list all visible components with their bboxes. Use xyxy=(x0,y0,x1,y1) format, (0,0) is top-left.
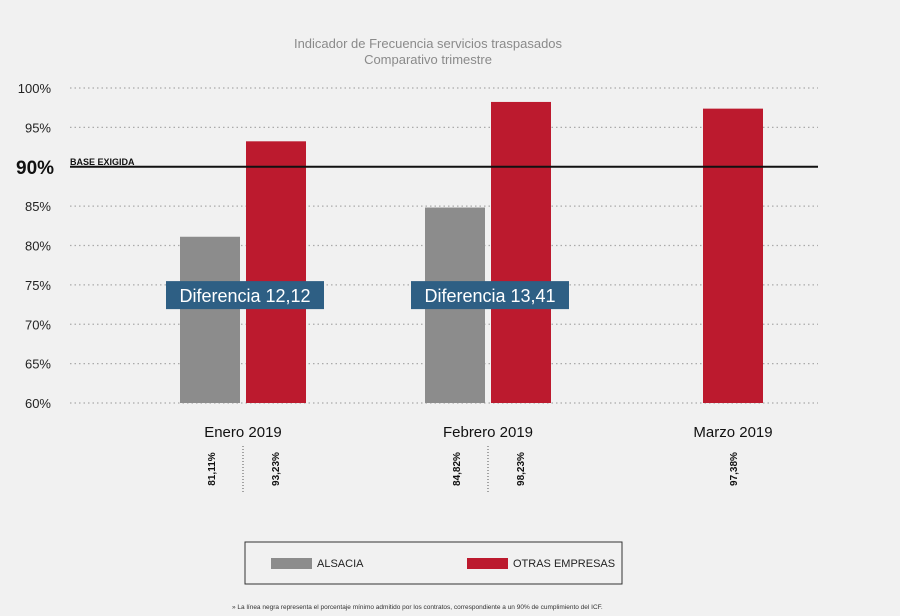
value-label: 81,11% xyxy=(207,452,218,485)
annotation-box xyxy=(166,281,324,310)
value-label: 98,23% xyxy=(516,452,527,486)
y-tick-label: 80% xyxy=(25,239,51,254)
base-line-value: 90% xyxy=(16,158,54,179)
legend-label-otras: OTRAS EMPRESAS xyxy=(513,558,615,570)
value-label: 93,23% xyxy=(271,452,282,486)
value-labels: 81,11% 84,82% 93,23% 98,23% 97,38% xyxy=(207,446,740,494)
y-tick-label: 60% xyxy=(25,396,51,411)
category-label: Marzo 2019 xyxy=(693,424,772,441)
annotation-box xyxy=(411,281,569,310)
category-label: Enero 2019 xyxy=(204,424,282,441)
legend-swatch-alsacia xyxy=(271,558,312,569)
legend-box xyxy=(244,541,623,585)
y-tick-label: 70% xyxy=(25,317,51,332)
chart-title: Indicador de Frecuencia servicios traspa… xyxy=(294,36,563,51)
bars xyxy=(180,101,763,403)
y-tick-label: 95% xyxy=(25,120,51,135)
annotation-text: Diferencia 12,12 xyxy=(179,286,310,306)
value-label: 84,82% xyxy=(452,452,463,486)
legend-label-alsacia: ALSACIA xyxy=(317,558,364,570)
difference-annotation: Diferencia 13,41 xyxy=(411,281,569,310)
y-tick-label: 75% xyxy=(25,278,51,293)
y-tick-label: 85% xyxy=(25,199,51,214)
annotations: Diferencia 12,12 Diferencia 13,41 xyxy=(166,281,569,310)
chart-subtitle: Comparativo trimestre xyxy=(364,52,492,67)
value-label: 97,38% xyxy=(729,452,740,486)
bar-alsacia-0 xyxy=(180,236,240,403)
y-tick-label: 100% xyxy=(18,81,52,96)
annotation-text: Diferencia 13,41 xyxy=(424,286,555,306)
y-axis-ticks: 100% 95% 85% 80% 75% 70% 65% 60% xyxy=(18,81,52,411)
legend: ALSACIA OTRAS EMPRESAS xyxy=(244,541,623,585)
category-labels: Enero 2019 Febrero 2019 Marzo 2019 xyxy=(204,424,772,441)
y-tick-label: 65% xyxy=(25,357,51,372)
bar-otras-0 xyxy=(246,141,306,403)
base-line-label: BASE EXIGIDA xyxy=(70,157,135,167)
legend-swatch-otras xyxy=(467,558,508,569)
category-label: Febrero 2019 xyxy=(443,424,533,441)
difference-annotation: Diferencia 12,12 xyxy=(166,281,324,310)
bar-otras-2 xyxy=(703,108,763,403)
bar-otras-1 xyxy=(491,101,551,403)
footnote: » La línea negra representa el porcentaj… xyxy=(232,604,603,611)
